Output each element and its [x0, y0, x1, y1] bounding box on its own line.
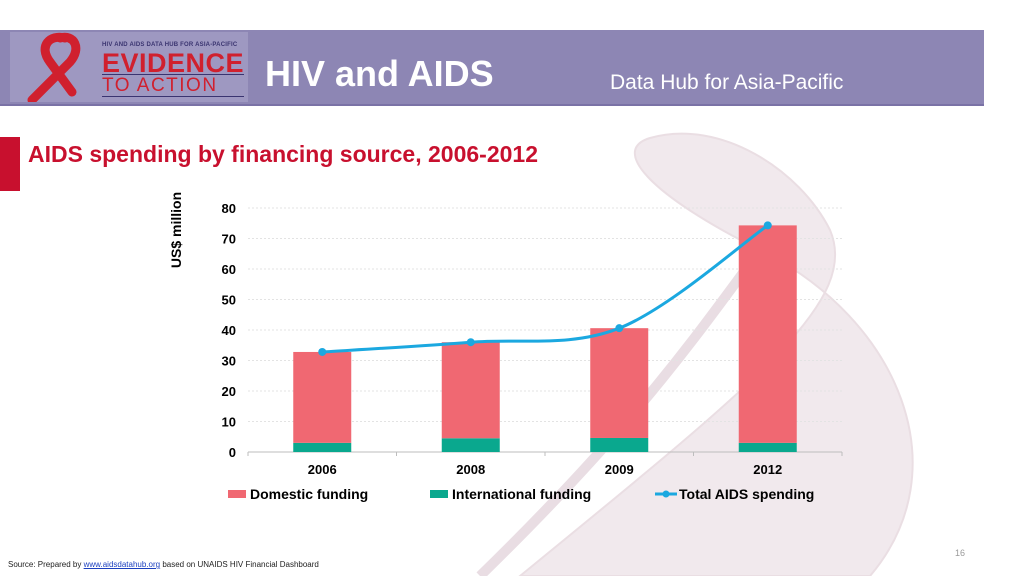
ribbon-edge: [476, 247, 765, 576]
source-link[interactable]: www.aidsdatahub.org: [83, 560, 161, 569]
y-tick-label: 60: [222, 262, 236, 277]
bars: [293, 225, 797, 452]
domestic-funding-bar: [441, 342, 500, 439]
total-spending-point: [466, 338, 475, 347]
y-tick-label: 0: [229, 445, 236, 460]
total-spending-point: [615, 324, 624, 333]
y-tick-label: 10: [222, 415, 236, 430]
legend-label: Domestic funding: [250, 486, 368, 502]
source-suffix: based on UNAIDS HIV Financial Dashboard: [160, 560, 319, 569]
title-accent-bar: [0, 137, 20, 191]
red-ribbon-icon: [27, 32, 81, 102]
international-funding-bar: [293, 442, 352, 452]
international-funding-bar: [441, 438, 500, 452]
logo-divider-bottom: [102, 96, 244, 97]
domestic-funding-bar: [738, 225, 797, 443]
legend-swatch-marker: [662, 490, 670, 498]
page-number: 16: [955, 548, 966, 558]
international-funding-bar: [738, 442, 797, 452]
logo-big-text: EVIDENCE: [102, 48, 245, 78]
legend-label: Total AIDS spending: [679, 486, 814, 502]
total-line: [318, 221, 772, 356]
total-spending-line: [322, 224, 769, 354]
y-tick-label: 70: [222, 232, 236, 247]
y-tick-label: 20: [222, 384, 236, 399]
logo-small-text: HIV AND AIDS DATA HUB FOR ASIA-PACIFIC: [102, 42, 238, 48]
y-tick-label: 30: [222, 354, 236, 369]
legend: Domestic funding International funding Tot…: [228, 486, 814, 502]
y-tick-label: 40: [222, 323, 236, 338]
y-tick-label: 50: [222, 293, 236, 308]
legend-swatch: [430, 490, 448, 498]
source-note: Source: Prepared by www.aidsdatahub.org …: [8, 560, 319, 569]
domestic-funding-bar: [293, 351, 352, 443]
header-banner: HIV AND AIDS DATA HUB FOR ASIA-PACIFIC E…: [0, 30, 984, 106]
total-spending-point: [763, 221, 772, 230]
x-tick-label: 2006: [308, 462, 337, 477]
international-funding-bar: [590, 437, 649, 452]
source-prefix: Source: Prepared by: [8, 560, 84, 569]
total-spending-point: [318, 347, 327, 356]
y-tick-labels: 0 10 20 30 40 50 60 70 80: [222, 201, 236, 460]
logo-divider-top: [102, 74, 244, 75]
logo: HIV AND AIDS DATA HUB FOR ASIA-PACIFIC E…: [10, 32, 248, 102]
domestic-funding-bar: [590, 328, 649, 438]
x-tick-labels: 2006 2008 2009 2012: [308, 462, 782, 477]
page-subtitle: Data Hub for Asia-Pacific: [610, 71, 844, 94]
x-tick-label: 2012: [753, 462, 782, 477]
y-axis-label: US$ million: [168, 192, 184, 268]
x-tick-label: 2009: [605, 462, 634, 477]
legend-swatch: [228, 490, 246, 498]
page-title: HIV and AIDS: [265, 53, 494, 94]
chart-title: AIDS spending by financing source, 2006-…: [28, 141, 538, 167]
y-tick-label: 80: [222, 201, 236, 216]
x-tick-label: 2008: [456, 462, 485, 477]
logo-sub-text: TO ACTION: [102, 75, 218, 96]
legend-label: International funding: [452, 486, 591, 502]
